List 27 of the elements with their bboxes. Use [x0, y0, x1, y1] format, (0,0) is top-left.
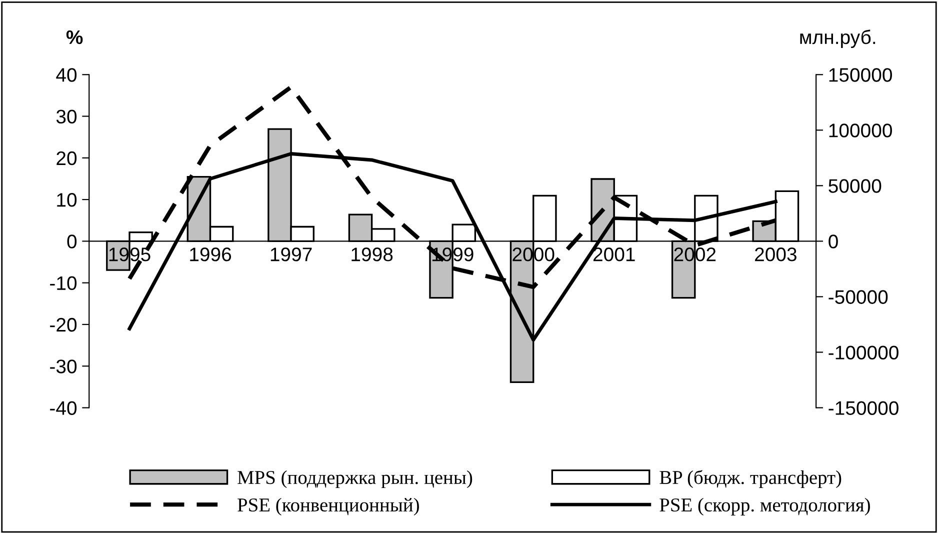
x-tick-label: 2003 [755, 248, 796, 262]
y-tick-label: -40 [50, 401, 77, 415]
y-tick-label: 40 [56, 68, 77, 82]
y-tick-label: 0 [67, 234, 77, 248]
y2-tick-label: 50000 [828, 179, 882, 193]
x-tick-label: 2001 [593, 248, 635, 262]
y-tick-label: 20 [56, 151, 77, 166]
legend-label: MPS (поддержка рын. цены) [238, 470, 472, 488]
y-tick-label: 10 [57, 193, 77, 207]
y2-tick-label: -50000 [828, 290, 888, 304]
y-tick-label: 30 [56, 110, 77, 124]
y2-tick-label: -100000 [828, 346, 898, 360]
y2-tick-label: 150000 [829, 68, 892, 82]
y-tick-label: -10 [50, 276, 77, 290]
y-tick-label: -20 [50, 318, 77, 332]
legend-label: BP (бюдж. трансферт) [660, 470, 842, 488]
y2-tick-label: 0 [828, 234, 838, 248]
y2-axis-title: млн.руб. [800, 30, 876, 48]
x-tick-label: 1997 [270, 248, 312, 262]
y-axis-title: % [66, 30, 83, 44]
legend-label: PSE (скорр. методология) [660, 498, 870, 516]
y2-tick-label: 100000 [829, 124, 892, 138]
legend-label: PSE (конвенционный) [238, 498, 419, 516]
x-tick-label: 1996 [190, 248, 232, 262]
y2-tick-label: -150000 [828, 401, 898, 415]
y-tick-label: -30 [50, 360, 77, 374]
x-tick-label: 1998 [352, 248, 393, 262]
